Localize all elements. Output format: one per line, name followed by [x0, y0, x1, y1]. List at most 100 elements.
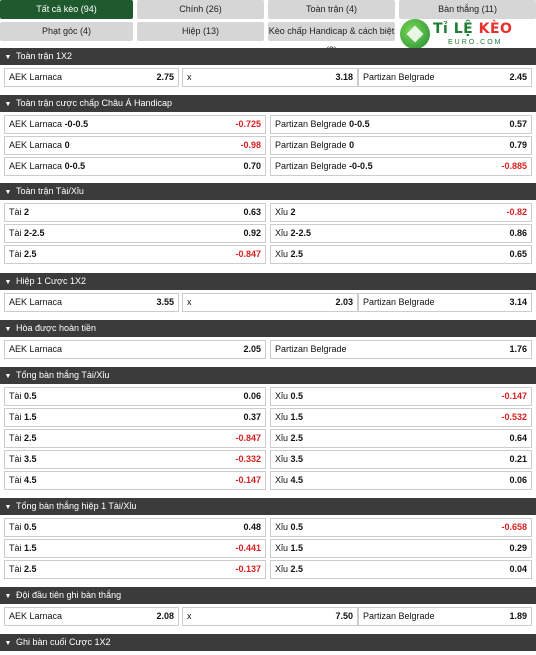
chevron-down-icon[interactable]: ▼ [4, 504, 12, 511]
selection-label: x [187, 72, 192, 82]
odds-cell[interactable]: Partizan Belgrade 0-0.5 0.57 [270, 115, 532, 134]
odds-cell[interactable]: Partizan Belgrade 0 0.79 [270, 136, 532, 155]
odds-cell[interactable]: Xỉu 1.5 0.29 [270, 539, 532, 558]
section-header-hoa-duoc-hoan-tien[interactable]: ▼ Hòa được hoàn tiền [0, 320, 536, 337]
odds-value: 0.06 [509, 475, 527, 485]
odds-value: 0.48 [243, 522, 261, 532]
odds-cell[interactable]: Tài 3.5 -0.332 [4, 450, 266, 469]
odds-row: Tài 1.5 -0.441 Xỉu 1.5 0.29 [0, 539, 536, 558]
tab-main[interactable]: Chính (26) [137, 0, 264, 19]
odds-cell[interactable]: Xỉu 1.5 -0.532 [270, 408, 532, 427]
odds-value: -0.98 [240, 140, 261, 150]
odds-cell[interactable]: AEK Larnaca 2.75 [4, 68, 179, 87]
chevron-down-icon[interactable]: ▼ [4, 54, 12, 61]
section-header-ghi-ban-cuoi-cuoc-1x2[interactable]: ▼ Ghi bàn cuối Cược 1X2 [0, 634, 536, 651]
odds-cell[interactable]: Tài 0.5 0.06 [4, 387, 266, 406]
tab-goals[interactable]: Bàn thắng (11) [399, 0, 536, 19]
odds-cell[interactable]: Partizan Belgrade 1.89 [358, 607, 532, 626]
odds-cell[interactable]: Xỉu 2.5 0.04 [270, 560, 532, 579]
odds-cell[interactable]: Tài 1.5 0.37 [4, 408, 266, 427]
odds-row: AEK Larnaca -0-0.5 -0.725 Partizan Belgrad… [0, 115, 536, 134]
section-title: Tổng bàn thắng Tài/Xỉu [16, 370, 110, 380]
selection-label: AEK Larnaca -0-0.5 [9, 119, 89, 129]
odds-cell[interactable]: Xỉu 2.5 0.64 [270, 429, 532, 448]
odds-value: 0.04 [509, 564, 527, 574]
odds-cell[interactable]: AEK Larnaca 3.55 [4, 293, 179, 312]
chevron-down-icon[interactable]: ▼ [4, 326, 12, 333]
handicap-line: 2 [290, 207, 296, 217]
odds-cell[interactable]: Xỉu 3.5 0.21 [270, 450, 532, 469]
handicap-line: 0-0.5 [349, 119, 370, 129]
section-header-hiep-1-cuoc-1x2[interactable]: ▼ Hiệp 1 Cược 1X2 [0, 273, 536, 290]
section-header-tong-ban-thang-hiep-1-tai-xiu[interactable]: ▼ Tổng bàn thắng hiệp 1 Tài/Xỉu [0, 498, 536, 515]
tab-all[interactable]: Tất cả kèo (94) [0, 0, 133, 19]
odds-cell[interactable]: Tài 1.5 -0.441 [4, 539, 266, 558]
odds-value: 0.70 [243, 161, 261, 171]
section-header-doi-dau-tien-ghi-ban-thang[interactable]: ▼ Đội đầu tiên ghi bàn thắng [0, 587, 536, 604]
odds-value: -0.885 [501, 161, 527, 171]
odds-value: -0.332 [235, 454, 261, 464]
section-header-toan-tran-cuoc-chap-chau-a-handicap[interactable]: ▼ Toàn trận cược chấp Châu Á Handicap [0, 95, 536, 112]
odds-cell[interactable]: Tài 2.5 -0.137 [4, 560, 266, 579]
handicap-line: 3.5 [24, 454, 37, 464]
odds-cell[interactable]: Xỉu 4.5 0.06 [270, 471, 532, 490]
odds-cell[interactable]: Partizan Belgrade -0-0.5 -0.885 [270, 157, 532, 176]
odds-cell[interactable]: AEK Larnaca -0-0.5 -0.725 [4, 115, 266, 134]
odds-cell[interactable]: Partizan Belgrade 2.45 [358, 68, 532, 87]
odds-row: Tài 2.5 -0.847 Xỉu 2.5 0.64 [0, 429, 536, 448]
selection-label: Partizan Belgrade [363, 72, 435, 82]
odds-value: 0.64 [509, 433, 527, 443]
selection-label: AEK Larnaca [9, 344, 63, 354]
odds-value: 2.45 [509, 72, 527, 82]
odds-cell[interactable]: Tài 2-2.5 0.92 [4, 224, 266, 243]
odds-cell[interactable]: Xỉu 2 -0.82 [270, 203, 532, 222]
odds-cell[interactable]: Partizan Belgrade 3.14 [358, 293, 532, 312]
tab-handicap[interactable]: Kèo chấp Handicap & cách biệt (3) [268, 22, 395, 55]
selection-label: AEK Larnaca [9, 611, 63, 621]
tab-corners[interactable]: Phạt góc (4) [0, 22, 133, 41]
site-logo[interactable]: Tỉ LỆ KÈO EURO.COM [400, 19, 520, 51]
odds-value: -0.441 [235, 543, 261, 553]
selection-label: Tài 4.5 [9, 475, 37, 485]
odds-value: 1.76 [509, 344, 527, 354]
odds-row: Tài 0.5 0.06 Xỉu 0.5 -0.147 [0, 387, 536, 406]
odds-cell[interactable]: Tài 4.5 -0.147 [4, 471, 266, 490]
chevron-down-icon[interactable]: ▼ [4, 640, 12, 647]
odds-cell[interactable]: AEK Larnaca 0 -0.98 [4, 136, 266, 155]
odds-cell[interactable]: Xỉu 0.5 -0.658 [270, 518, 532, 537]
chevron-down-icon[interactable]: ▼ [4, 373, 12, 380]
section-header-tong-ban-thang-tai-xiu[interactable]: ▼ Tổng bàn thắng Tài/Xỉu [0, 367, 536, 384]
handicap-line: -0-0.5 [64, 119, 89, 129]
odds-cell[interactable]: x 3.18 [182, 68, 358, 87]
odds-cell[interactable]: AEK Larnaca 0-0.5 0.70 [4, 157, 266, 176]
handicap-line: 1.5 [290, 412, 304, 422]
odds-cell[interactable]: AEK Larnaca 2.08 [4, 607, 179, 626]
section-header-toan-tran-tai-xiu[interactable]: ▼ Toàn trận Tài/Xỉu [0, 183, 536, 200]
odds-cell[interactable]: Xỉu 2-2.5 0.86 [270, 224, 532, 243]
odds-cell[interactable]: Tài 2.5 -0.847 [4, 429, 266, 448]
odds-row: AEK Larnaca 3.55 x 2.03 Partizan Belgrade 3.1… [0, 293, 536, 312]
selection-label: Xỉu 3.5 [275, 454, 304, 464]
selection-label: AEK Larnaca [9, 72, 63, 82]
odds-cell[interactable]: AEK Larnaca 2.05 [4, 340, 266, 359]
handicap-line: 2.5 [24, 249, 37, 259]
chevron-down-icon[interactable]: ▼ [4, 101, 12, 108]
selection-label: AEK Larnaca 0 [9, 140, 70, 150]
odds-cell[interactable]: Tài 0.5 0.48 [4, 518, 266, 537]
odds-cell[interactable]: x 7.50 [182, 607, 358, 626]
chevron-down-icon[interactable]: ▼ [4, 279, 12, 286]
odds-cell[interactable]: Partizan Belgrade 1.76 [270, 340, 532, 359]
handicap-line: 4.5 [290, 475, 304, 485]
tab-full-match[interactable]: Toàn trận (4) [268, 0, 395, 19]
chevron-down-icon[interactable]: ▼ [4, 189, 12, 196]
odds-cell[interactable]: Tài 2 0.63 [4, 203, 266, 222]
odds-cell[interactable]: x 2.03 [182, 293, 358, 312]
odds-cell[interactable]: Xỉu 0.5 -0.147 [270, 387, 532, 406]
selection-label: Partizan Belgrade [363, 611, 435, 621]
odds-cell[interactable]: Xỉu 2.5 0.65 [270, 245, 532, 264]
odds-cell[interactable]: Tài 2.5 -0.847 [4, 245, 266, 264]
section-header-toan-tran-1x2[interactable]: ▼ Toàn trận 1X2 [0, 48, 536, 65]
tab-half[interactable]: Hiệp (13) [137, 22, 264, 41]
handicap-line: 1.5 [24, 412, 37, 422]
chevron-down-icon[interactable]: ▼ [4, 593, 12, 600]
